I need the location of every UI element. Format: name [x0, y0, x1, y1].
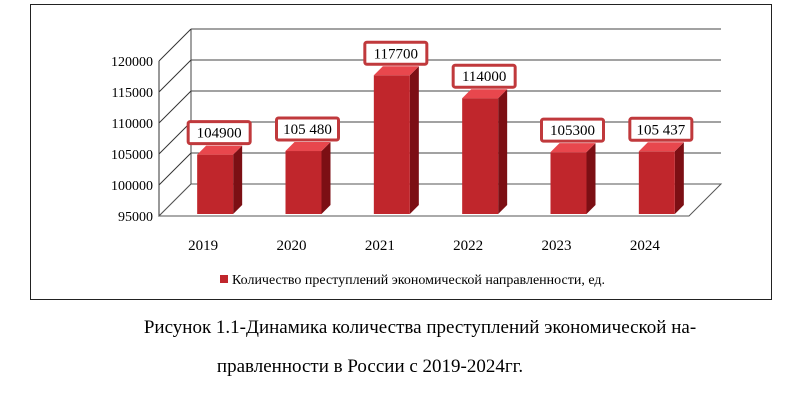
side-wall-gridline — [158, 59, 192, 93]
data-label-2022: 114000 — [462, 69, 506, 85]
side-wall-gridline — [158, 152, 192, 186]
x-tick-label-2020: 2020 — [277, 238, 307, 254]
data-label-2021: 117700 — [374, 46, 418, 62]
bar-top-2024 — [638, 142, 684, 152]
side-wall-gridline — [158, 121, 192, 155]
legend-swatch — [220, 275, 228, 283]
y-tick-label: 105000 — [111, 148, 153, 163]
data-label-box-2023 — [540, 117, 605, 143]
data-label-box-2020 — [275, 116, 340, 142]
bar-side-2023 — [586, 143, 596, 214]
bar-side-2019 — [233, 145, 243, 214]
legend-label: Количество преступлений экономической на… — [232, 273, 605, 288]
side-wall-gridline — [158, 90, 192, 124]
data-label-2024: 105 437 — [636, 122, 685, 138]
data-label-box-2022 — [451, 63, 517, 89]
bar-top-2023 — [550, 143, 596, 153]
data-label-2023: 105300 — [550, 123, 595, 139]
bar-top-2020 — [285, 142, 331, 152]
bar-side-2022 — [498, 89, 508, 214]
data-label-box-2024 — [628, 116, 694, 142]
chart-svg: 95000 100000 105000 110000 115000 120000 10490… — [111, 28, 723, 288]
y-tick-label: 120000 — [111, 55, 153, 70]
y-tick-label: 115000 — [112, 86, 153, 101]
figure-caption-line-2: правленности в России с 2019-2024гг. — [216, 356, 524, 377]
y-tick-label: 110000 — [112, 117, 153, 132]
x-tick-label-2021: 2021 — [365, 238, 395, 254]
x-tick-label-2023: 2023 — [542, 238, 572, 254]
bar-2019 — [197, 154, 234, 214]
x-tick-label-2019: 2019 — [188, 238, 218, 254]
bar-top-2021 — [373, 66, 419, 76]
bar-side-2021 — [409, 66, 419, 214]
chart-floor — [157, 183, 723, 217]
y-tick-label: 100000 — [111, 179, 153, 194]
bar-top-2019 — [197, 145, 243, 155]
bar-side-2024 — [674, 142, 684, 214]
data-label-box-2019 — [186, 120, 252, 146]
x-tick-label-2024: 2024 — [630, 238, 661, 254]
figure-caption-line-1: Рисунок 1.1-Динамика количества преступл… — [143, 317, 697, 338]
data-label-2019: 104900 — [197, 126, 242, 142]
data-label-box-2021 — [363, 40, 429, 66]
side-wall-gridline — [158, 28, 192, 62]
chart-frame: 95000 100000 105000 110000 115000 120000 10490… — [30, 4, 772, 300]
x-tick-label-2022: 2022 — [453, 238, 483, 254]
bar-2023 — [550, 152, 587, 214]
bar-side-2020 — [321, 142, 331, 214]
bar-2020 — [285, 151, 322, 214]
bar-2022 — [462, 98, 499, 214]
bar-2021 — [373, 75, 410, 214]
bar-top-2022 — [462, 89, 508, 99]
y-tick-label: 95000 — [118, 210, 153, 225]
data-label-2020: 105 480 — [283, 122, 332, 138]
bar-2024 — [638, 151, 675, 214]
